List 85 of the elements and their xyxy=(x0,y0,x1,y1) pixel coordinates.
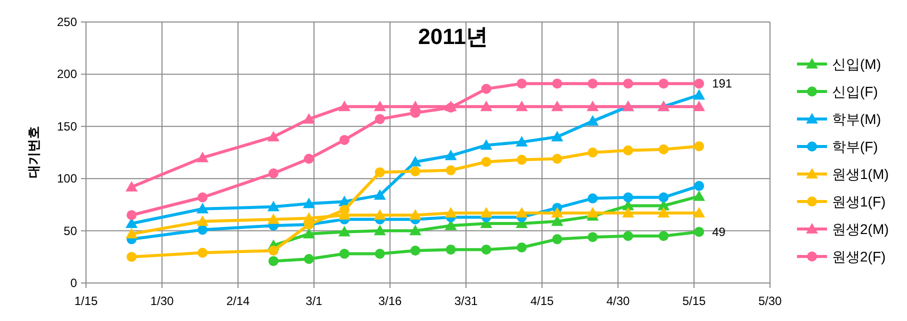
point xyxy=(374,167,385,178)
point xyxy=(694,180,704,191)
point xyxy=(693,190,706,201)
x-tick-label: 2/14 xyxy=(226,294,250,308)
point xyxy=(410,246,420,256)
y-tick-label: 0 xyxy=(70,276,78,290)
chart-title: 2011년 xyxy=(418,24,488,49)
point xyxy=(268,168,278,178)
x-tick-label: 4/30 xyxy=(606,294,630,308)
point xyxy=(267,130,280,142)
point xyxy=(480,100,492,112)
y-axis-title: 대기번호 xyxy=(26,126,41,178)
point xyxy=(658,78,669,89)
point xyxy=(304,154,314,164)
point xyxy=(126,180,138,192)
point xyxy=(516,78,527,89)
point xyxy=(588,193,598,204)
x-tick-label: 1/15 xyxy=(74,294,98,308)
point xyxy=(693,89,706,100)
point xyxy=(268,256,278,266)
x-tick-label: 5/30 xyxy=(758,294,782,308)
point xyxy=(374,114,385,124)
point xyxy=(196,152,209,162)
point xyxy=(444,150,457,160)
point xyxy=(694,78,704,89)
point xyxy=(694,141,704,152)
point xyxy=(623,192,634,202)
point xyxy=(516,242,527,253)
point xyxy=(480,139,492,150)
point xyxy=(339,248,350,259)
y-tick-label: 150 xyxy=(56,119,78,134)
point xyxy=(516,154,527,165)
point xyxy=(481,84,492,94)
point xyxy=(481,156,492,167)
legend-label: 학부(F) xyxy=(832,138,878,154)
point xyxy=(339,134,350,145)
point xyxy=(446,165,456,176)
point xyxy=(410,166,420,176)
x-tick-label: 4/15 xyxy=(530,294,554,308)
point xyxy=(623,145,634,156)
y-tick-label: 200 xyxy=(56,67,78,82)
point xyxy=(586,115,599,126)
x-tick-label: 3/31 xyxy=(454,294,478,308)
legend-label: 신입(M) xyxy=(832,56,881,72)
point xyxy=(409,156,422,166)
legend-label: 원생2(M) xyxy=(832,221,889,237)
x-tick-label: 3/16 xyxy=(378,294,402,308)
point xyxy=(658,192,669,202)
annotation: 191 xyxy=(712,76,732,91)
y-tick-label: 100 xyxy=(56,172,78,186)
point xyxy=(481,244,492,255)
point xyxy=(551,130,564,142)
point xyxy=(374,189,386,200)
point xyxy=(658,144,669,154)
legend-label: 신입(F) xyxy=(832,84,878,100)
point xyxy=(588,78,598,89)
point xyxy=(516,100,528,112)
y-tick-label: 250 xyxy=(56,15,78,29)
point xyxy=(268,246,278,256)
legend-label: 원생1(F) xyxy=(832,194,886,210)
point xyxy=(516,136,528,147)
point xyxy=(302,113,315,124)
point xyxy=(338,100,350,112)
legend-label: 원생1(M) xyxy=(832,166,889,182)
point xyxy=(126,252,137,262)
point xyxy=(552,78,562,89)
y-tick-label: 50 xyxy=(64,224,78,238)
point xyxy=(374,248,385,259)
point xyxy=(304,254,314,264)
point xyxy=(586,100,599,112)
point xyxy=(693,100,706,112)
point xyxy=(552,154,562,164)
point xyxy=(551,100,564,112)
x-tick-label: 1/30 xyxy=(150,294,174,308)
x-tick-label: 3/1 xyxy=(306,294,323,308)
point xyxy=(374,100,386,112)
legend-label: 원생2(F) xyxy=(832,248,886,264)
x-tick-label: 5/15 xyxy=(682,294,706,308)
legend-label: 학부(M) xyxy=(832,111,881,127)
annotation: 49 xyxy=(712,224,726,239)
point xyxy=(588,148,598,158)
point xyxy=(446,244,456,255)
point xyxy=(623,78,634,89)
point xyxy=(198,192,208,202)
point xyxy=(198,248,208,258)
